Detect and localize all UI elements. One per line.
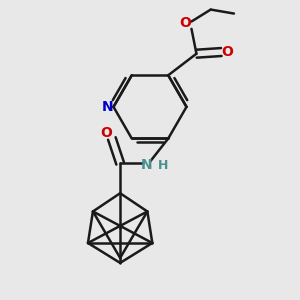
Text: O: O	[180, 16, 191, 30]
Text: N: N	[102, 100, 113, 114]
Text: H: H	[158, 158, 168, 172]
Text: O: O	[100, 127, 112, 140]
Text: O: O	[221, 45, 233, 59]
Text: N: N	[141, 158, 152, 172]
